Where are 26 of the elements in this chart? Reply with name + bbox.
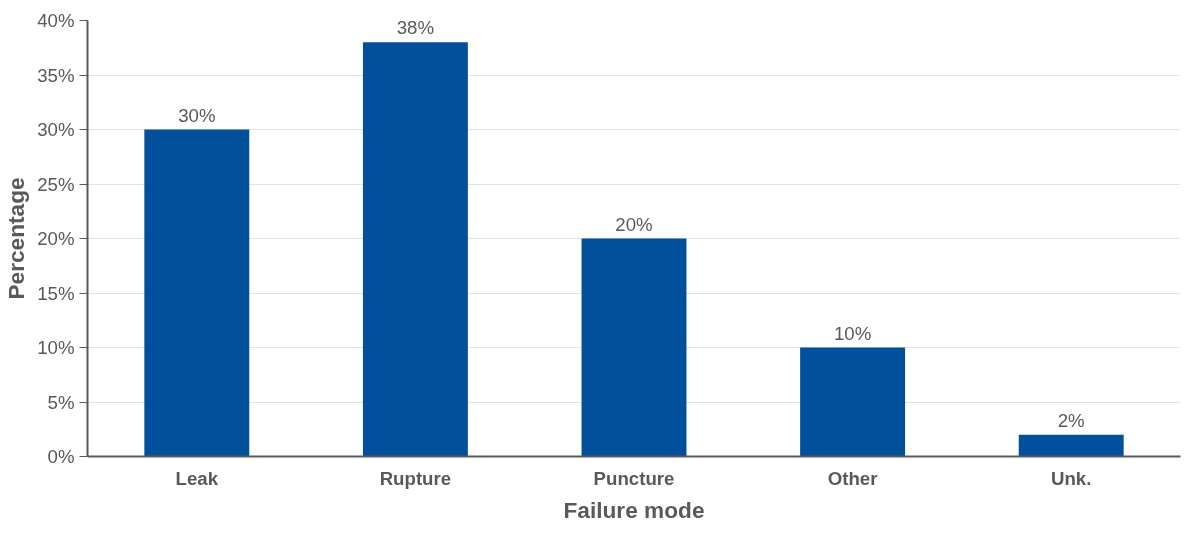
bar: [144, 129, 250, 457]
bar: [362, 42, 468, 457]
data-label: 30%: [178, 104, 216, 126]
y-tick-label: 35%: [37, 64, 75, 86]
y-tick-label: 40%: [37, 10, 75, 31]
y-tick-label: 10%: [37, 337, 75, 358]
y-tick-label: 30%: [37, 119, 75, 140]
bar: [800, 347, 906, 457]
y-tick-label: 20%: [37, 228, 75, 249]
data-label: 2%: [1057, 409, 1085, 431]
bar: [581, 238, 687, 457]
x-tick-label: Rupture: [379, 467, 452, 489]
y-tick-label: 0%: [47, 446, 75, 467]
x-tick-label: Unk.: [1050, 467, 1092, 489]
y-tick-label: 5%: [47, 391, 75, 413]
y-axis-title: Percentage: [3, 177, 30, 300]
bar: [1018, 434, 1124, 457]
x-axis-title: Failure mode: [563, 496, 705, 523]
data-label: 10%: [833, 322, 872, 344]
y-tick-label: 25%: [37, 173, 75, 195]
data-label: 38%: [396, 17, 435, 39]
x-tick-label: Leak: [175, 467, 219, 489]
x-tick-label: Other: [827, 467, 878, 489]
x-tick-label: Puncture: [593, 467, 675, 489]
data-label: 20%: [615, 213, 653, 235]
y-tick-label: 15%: [37, 282, 75, 304]
